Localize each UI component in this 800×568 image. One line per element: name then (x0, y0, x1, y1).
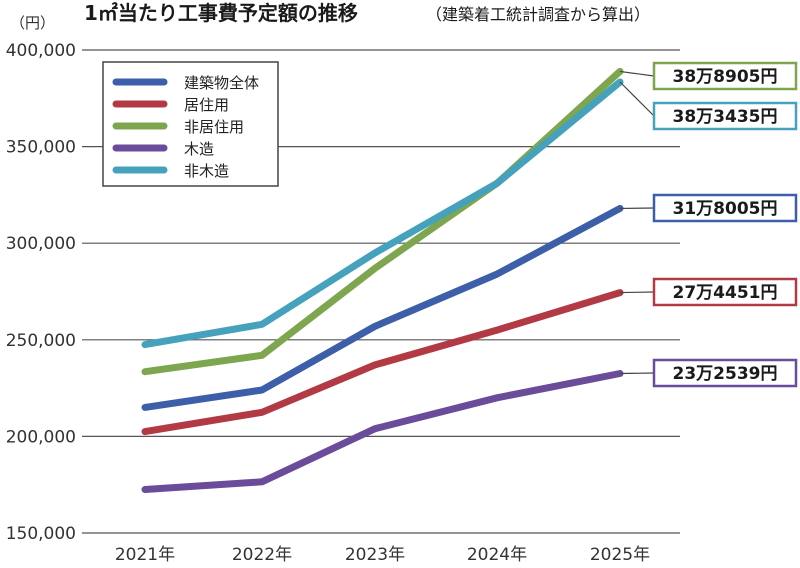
y-axis-ticks: 150,000 200,000 250,000 300,000 350,000 400,0… (6, 41, 76, 544)
callout-leader (619, 70, 655, 77)
y-tick-label: 150,000 (6, 524, 76, 544)
callout-value-label: 38万3435円 (673, 107, 778, 127)
end-value-callouts: 38万8905円 38万3435円 31万8005円 27万4451円 23万2539円 (619, 61, 798, 388)
series-line (141, 370, 624, 493)
callout-box (652, 101, 798, 131)
legend-label: 木造 (184, 140, 214, 158)
y-tick-label: 400,000 (6, 41, 76, 61)
x-tick-label: 2022年 (232, 545, 292, 565)
x-tick-label: 2023年 (345, 545, 405, 565)
chart-subtitle: （建築着工統計調査から算出） (426, 5, 650, 24)
callout-leader (619, 81, 655, 117)
series-line (141, 78, 624, 349)
callout-value-label: 27万4451円 (673, 283, 778, 303)
y-tick-label: 250,000 (6, 331, 76, 351)
unit-label: （円） (10, 14, 55, 32)
legend-label: 非居住用 (184, 118, 244, 136)
callout-leader (619, 372, 655, 375)
legend-label: 建築物全体 (184, 74, 259, 92)
x-tick-label: 2024年 (467, 545, 527, 565)
chart-title: 1㎡当たり工事費予定額の推移 (84, 1, 358, 25)
callout-box (652, 277, 798, 307)
callout-box (652, 358, 798, 388)
series-lines (141, 67, 624, 493)
y-tick-label: 300,000 (6, 234, 76, 254)
callout-value-label: 31万8005円 (673, 199, 778, 219)
series-line (141, 204, 624, 411)
callout-leader (619, 291, 655, 294)
callout-value-label: 38万8905円 (673, 67, 778, 87)
y-tick-label: 350,000 (6, 138, 76, 158)
x-tick-label: 2021年 (115, 545, 175, 565)
legend-label: 非木造 (184, 162, 229, 180)
callout-value-label: 23万2539円 (673, 364, 778, 384)
y-tick-label: 200,000 (6, 427, 76, 447)
callout-box (652, 193, 798, 223)
legend-label: 居住用 (184, 96, 229, 114)
x-tick-label: 2025年 (590, 545, 650, 565)
series-line (141, 289, 624, 436)
x-axis-ticks: 2021年 2022年 2023年 2024年 2025年 (115, 545, 650, 565)
callout-box (652, 61, 798, 91)
